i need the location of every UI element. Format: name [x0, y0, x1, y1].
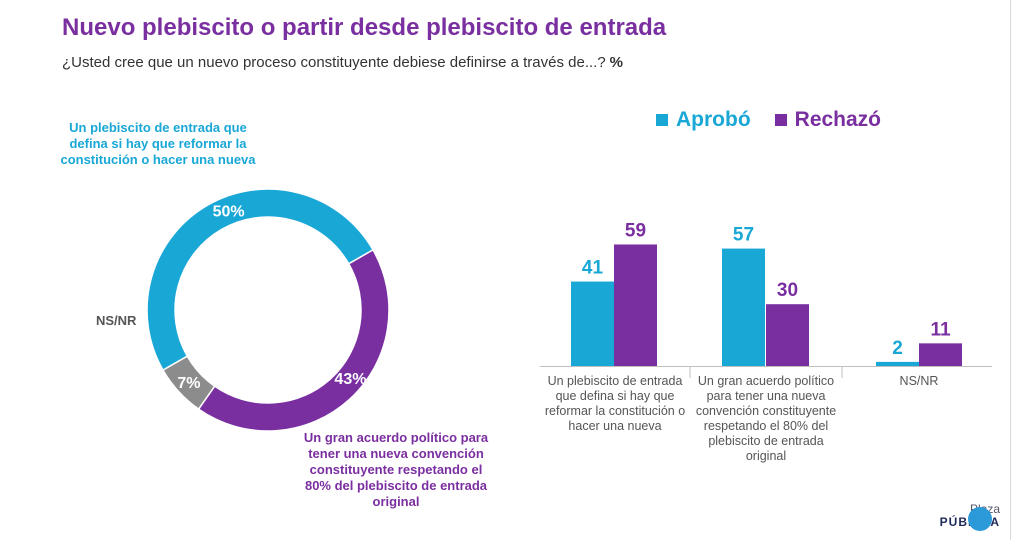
donut-value-gran-acuerdo: 43%	[334, 371, 366, 388]
donut-label-nsnr: NS/NR	[96, 313, 137, 328]
donut-label-gran-acuerdo: Un gran acuerdo político para tener una …	[303, 430, 489, 509]
bar-value-rechazo-gran-acuerdo: 30	[777, 280, 798, 301]
bar-category-label-plebiscito-entrada: Un plebiscito de entrada que defina si h…	[544, 374, 686, 433]
donut-value-nsnr: 7%	[177, 375, 200, 392]
donut-label-plebiscito-entrada: Un plebiscito de entrada que defina si h…	[60, 120, 256, 167]
bar-aprobo-plebiscito-entrada	[571, 281, 614, 366]
legend-rechazo-swatch	[774, 114, 787, 126]
page-subtitle: ¿Usted cree que un nuevo proceso constit…	[62, 54, 623, 71]
donut-slice-gran-acuerdo	[197, 248, 390, 432]
donut-slice-plebiscito-entrada	[146, 188, 375, 372]
subtitle-text: ¿Usted cree que un nuevo proceso constit…	[62, 54, 606, 71]
page-title: Nuevo plebiscito o partir desde plebisci…	[62, 14, 667, 41]
donut-value-plebiscito-entrada: 50%	[213, 204, 245, 221]
bar-value-rechazo-plebiscito-entrada: 59	[625, 220, 646, 241]
bar-chart-legend: Aprobó Rechazó	[656, 108, 881, 132]
logo-mark-icon	[968, 507, 992, 531]
bar-value-aprobo-nsnr: 2	[892, 338, 903, 359]
bar-category-label-nsnr: NS/NR	[899, 374, 939, 388]
bar-aprobo-gran-acuerdo	[722, 248, 765, 366]
bar-rechazo-gran-acuerdo	[766, 304, 809, 366]
bar-rechazo-nsnr	[919, 343, 962, 366]
bar-category-label-gran-acuerdo: Un gran acuerdo político para tener una …	[695, 374, 837, 463]
bar-value-aprobo-plebiscito-entrada: 41	[582, 258, 604, 279]
legend-aprobo-swatch	[656, 114, 668, 126]
legend-aprobo: Aprobó	[656, 108, 751, 132]
bar-aprobo-nsnr	[876, 361, 919, 366]
legend-rechazo: Rechazó	[774, 108, 882, 132]
donut-slice-nsnr	[161, 355, 216, 411]
bar-rechazo-plebiscito-entrada	[614, 244, 657, 366]
bar-value-aprobo-gran-acuerdo: 57	[733, 225, 754, 246]
page-edge-line	[1010, 0, 1011, 540]
legend-rechazo-label: Rechazó	[794, 108, 882, 131]
legend-aprobo-label: Aprobó	[676, 108, 751, 131]
unit-label: %	[609, 54, 624, 71]
bar-value-rechazo-nsnr: 11	[930, 319, 951, 340]
